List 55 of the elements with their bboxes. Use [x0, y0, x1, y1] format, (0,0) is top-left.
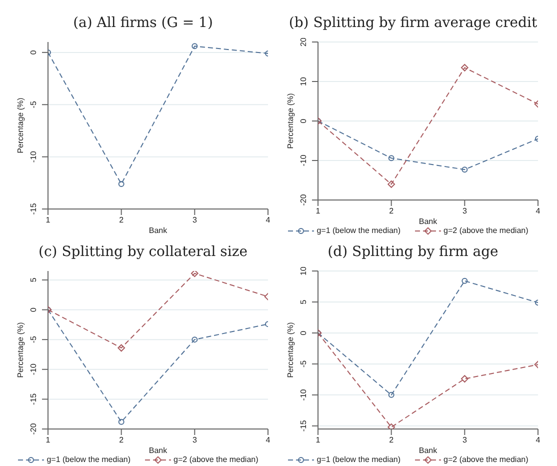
y-tick-label: -15: [299, 420, 308, 432]
y-tick-label: -20: [29, 422, 38, 435]
legend-label: g=2 (above the median): [174, 455, 258, 464]
x-tick-label: 1: [316, 436, 321, 445]
x-tick-label: 4: [536, 206, 541, 216]
y-axis-title: Percentage (%): [16, 322, 25, 378]
y-tick-label: -5: [29, 335, 38, 344]
legend-label: g=1 (below the median): [316, 226, 401, 235]
legend-label: g=2 (above the median): [444, 226, 528, 235]
y-tick-label: 0: [299, 118, 308, 124]
x-tick-label: 1: [316, 206, 321, 216]
x-tick-label: 3: [462, 206, 468, 216]
x-axis-title: Bank: [418, 217, 438, 226]
y-tick-label: 5: [29, 277, 38, 282]
x-axis-title: Bank: [418, 446, 438, 455]
x-tick-label: 2: [389, 206, 394, 216]
x-tick-label: 1: [46, 216, 51, 225]
y-tick-label: -15: [29, 392, 38, 405]
y-tick-label: -10: [29, 150, 38, 163]
y-tick-label: 10: [299, 266, 308, 276]
chart-title: (a) All firms (G = 1): [72, 14, 214, 33]
chart-title: (c) Splitting by collateral size: [38, 243, 248, 262]
y-tick-label: -15: [29, 202, 38, 215]
y-tick-label: -5: [299, 360, 308, 368]
x-tick-label: 2: [389, 436, 394, 445]
y-axis-title: Percentage (%): [286, 92, 295, 149]
x-tick-label: 4: [266, 436, 271, 445]
y-tick-label: 20: [299, 37, 308, 46]
x-tick-label: 4: [536, 436, 541, 445]
y-tick-label: -10: [29, 363, 38, 376]
x-tick-label: 3: [192, 436, 198, 445]
legend-label: g=1 (below the median): [316, 455, 401, 464]
y-tick-label: -10: [299, 154, 308, 166]
x-axis-title: Bank: [148, 226, 168, 235]
x-tick-label: 3: [462, 436, 468, 445]
x-tick-label: 3: [192, 216, 198, 225]
y-tick-label: -5: [29, 100, 38, 108]
chart-title: (b) Splitting by firm average credit: [288, 14, 538, 33]
y-axis-title: Percentage (%): [286, 322, 295, 378]
legend-label: g=2 (above the median): [444, 455, 528, 464]
legend-label: g=1 (below the median): [46, 455, 131, 464]
y-tick-label: 0: [29, 50, 38, 55]
x-tick-label: 2: [119, 436, 124, 445]
x-tick-label: 4: [266, 216, 271, 225]
y-tick-label: -10: [299, 388, 308, 401]
chart-title: (d) Splitting by firm age: [326, 243, 500, 262]
y-tick-label: 10: [299, 76, 308, 86]
x-tick-label: 1: [46, 436, 51, 445]
y-tick-label: 5: [299, 299, 308, 304]
y-axis-title: Percentage (%): [16, 97, 25, 154]
y-tick-label: 0: [299, 330, 308, 336]
y-tick-label: 0: [29, 306, 38, 312]
x-tick-label: 2: [119, 216, 124, 225]
y-tick-label: -20: [299, 194, 308, 206]
x-axis-title: Bank: [148, 446, 168, 455]
